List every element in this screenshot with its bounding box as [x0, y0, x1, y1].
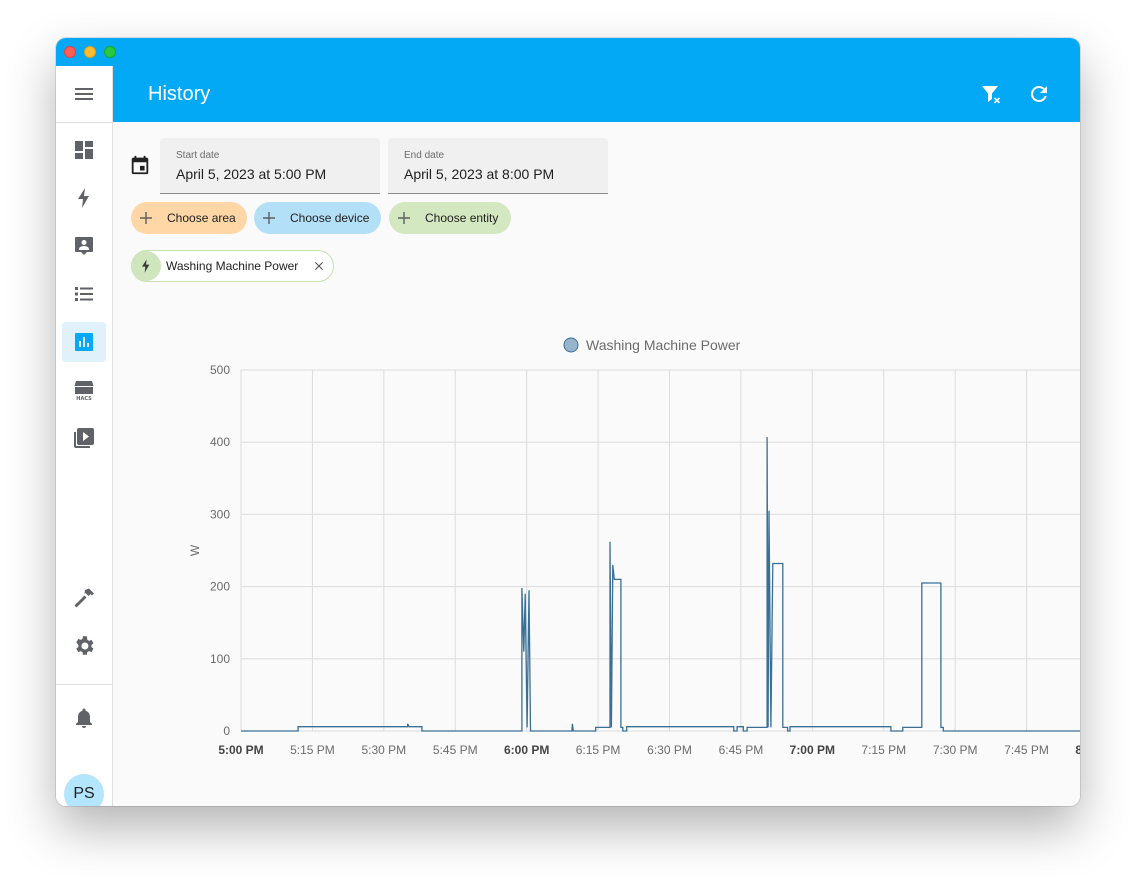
- page-title: History: [148, 83, 211, 105]
- sidebar-item-energy[interactable]: [62, 178, 106, 218]
- sidebar-item-history[interactable]: [62, 322, 106, 362]
- app-window: HACS PS History Start date Apri: [56, 38, 1080, 806]
- calendar-icon[interactable]: [129, 154, 151, 176]
- sidebar-item-logbook[interactable]: [62, 226, 106, 266]
- dashboard-icon: [75, 141, 93, 159]
- choose-device-label: Choose device: [290, 211, 370, 225]
- sidebar-divider: [56, 122, 113, 123]
- end-date-value: April 5, 2023 at 8:00 PM: [404, 166, 555, 182]
- plus-icon: [139, 211, 153, 225]
- remove-entity-icon[interactable]: [313, 260, 325, 272]
- sidebar: HACS PS: [56, 66, 113, 806]
- x-tick-label: 7:15 PM: [861, 743, 906, 757]
- x-tick-label: 5:15 PM: [290, 743, 335, 757]
- close-window-button[interactable]: [64, 46, 76, 58]
- refresh-button[interactable]: [1027, 82, 1051, 106]
- window-titlebar: [56, 38, 1080, 66]
- zoom-window-button[interactable]: [104, 46, 116, 58]
- history-chart: 0 100 200 300 400 500 5:00 PM 5:15 PM 5:30 PM 5:4…: [188, 337, 1080, 757]
- developer-tools-hammer-icon: [74, 588, 94, 608]
- history-panel: Start date April 5, 2023 at 5:00 PM End …: [113, 122, 1080, 806]
- x-tick-label: 7:00 PM: [790, 743, 835, 757]
- refresh-icon: [1030, 85, 1047, 102]
- y-tick-label: 300: [210, 507, 230, 521]
- sidebar-item-developer-tools[interactable]: [62, 578, 106, 618]
- logbook-icon: [75, 237, 93, 255]
- clear-filter-button[interactable]: [979, 82, 1003, 106]
- settings-gear-icon: [76, 636, 94, 655]
- x-tick-label: 6:00 PM: [504, 743, 549, 757]
- flash-icon: [131, 251, 161, 281]
- y-axis-label: W: [188, 544, 202, 556]
- media-icon: [74, 428, 94, 448]
- selected-entity-chip[interactable]: Washing Machine Power: [131, 250, 334, 282]
- choose-entity-button[interactable]: Choose entity: [389, 202, 511, 234]
- clear-filter-icon: [982, 86, 1000, 104]
- x-tick-label: 7:45 PM: [1004, 743, 1049, 757]
- menu-icon: [75, 88, 93, 100]
- sidebar-divider: [56, 684, 113, 685]
- app-header: History: [113, 66, 1080, 122]
- todo-list-icon: [75, 287, 93, 301]
- minimize-window-button[interactable]: [84, 46, 96, 58]
- y-tick-label: 500: [210, 363, 230, 377]
- y-tick-label: 0: [223, 724, 230, 738]
- sidebar-item-todo[interactable]: [62, 274, 106, 314]
- choose-entity-label: Choose entity: [425, 211, 499, 225]
- legend-swatch: [563, 337, 579, 353]
- energy-icon: [78, 188, 89, 208]
- end-date-label: End date: [404, 150, 445, 161]
- x-tick-label: 8:00 PM: [1075, 743, 1080, 757]
- legend-label: Washing Machine Power: [586, 337, 741, 353]
- end-date-field[interactable]: End date April 5, 2023 at 8:00 PM: [388, 138, 608, 194]
- series-line: [241, 437, 1080, 732]
- selected-entity-label: Washing Machine Power: [166, 259, 299, 273]
- x-tick-label: 6:30 PM: [647, 743, 692, 757]
- x-tick-label: 6:45 PM: [719, 743, 764, 757]
- history-icon: [75, 333, 93, 351]
- start-date-label: Start date: [176, 150, 220, 161]
- start-date-value: April 5, 2023 at 5:00 PM: [176, 166, 327, 182]
- svg-text:HACS: HACS: [76, 396, 92, 402]
- menu-toggle-button[interactable]: [62, 74, 106, 114]
- plus-icon: [397, 211, 411, 225]
- x-tick-label: 7:30 PM: [933, 743, 978, 757]
- choose-area-button[interactable]: Choose area: [131, 202, 247, 234]
- x-tick-label: 5:00 PM: [218, 743, 263, 757]
- y-tick-label: 100: [210, 652, 230, 666]
- choose-area-label: Choose area: [167, 211, 236, 225]
- user-avatar[interactable]: PS: [64, 774, 104, 806]
- start-date-field[interactable]: Start date April 5, 2023 at 5:00 PM: [160, 138, 380, 194]
- plus-icon: [262, 211, 276, 225]
- sidebar-item-media[interactable]: [62, 418, 106, 458]
- hacs-store-icon: HACS: [74, 381, 94, 402]
- sidebar-item-overview[interactable]: [62, 130, 106, 170]
- y-tick-label: 200: [210, 580, 230, 594]
- sidebar-item-hacs[interactable]: HACS: [62, 370, 106, 410]
- y-tick-label: 400: [210, 435, 230, 449]
- x-tick-label: 5:30 PM: [361, 743, 406, 757]
- x-tick-label: 6:15 PM: [576, 743, 621, 757]
- choose-device-button[interactable]: Choose device: [254, 202, 381, 234]
- notifications-bell-icon: [76, 708, 92, 728]
- x-tick-label: 5:45 PM: [433, 743, 478, 757]
- sidebar-item-settings[interactable]: [62, 626, 106, 666]
- sidebar-item-notifications[interactable]: [62, 698, 106, 738]
